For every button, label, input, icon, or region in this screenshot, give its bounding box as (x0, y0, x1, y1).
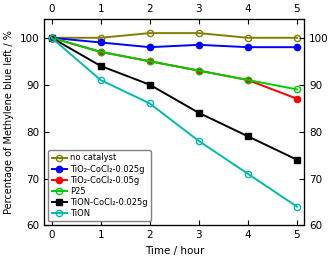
TiON (50, 36, 54, 39)
TiO₂-CoCl₂-0.05g (148, 60, 152, 63)
Legend: no catalyst, TiO₂-CoCl₂-0.025g, TiO₂-CoCl₂-0.05g, P25, TiON-CoCl₂-0.025g, TiON: no catalyst, TiO₂-CoCl₂-0.025g, TiO₂-CoC… (48, 150, 151, 221)
TiO₂-CoCl₂-0.025g (197, 43, 201, 46)
TiO₂-CoCl₂-0.025g (148, 46, 152, 49)
TiO₂-CoCl₂-0.05g (295, 97, 299, 100)
Y-axis label: Percentage of Methylene blue left / %: Percentage of Methylene blue left / % (4, 30, 14, 214)
P25 (246, 79, 250, 82)
Line: P25: P25 (48, 35, 300, 93)
TiON (148, 102, 152, 105)
TiON-CoCl₂-0.025g (148, 83, 152, 86)
TiON (295, 205, 299, 208)
TiON (197, 139, 201, 142)
TiO₂-CoCl₂-0.025g (246, 46, 250, 49)
Line: TiO₂-CoCl₂-0.025g: TiO₂-CoCl₂-0.025g (48, 35, 300, 50)
TiON (246, 172, 250, 176)
no catalyst (246, 36, 250, 39)
TiO₂-CoCl₂-0.025g (50, 36, 54, 39)
no catalyst (99, 36, 103, 39)
no catalyst (295, 36, 299, 39)
Line: TiO₂-CoCl₂-0.05g: TiO₂-CoCl₂-0.05g (48, 35, 300, 102)
TiON-CoCl₂-0.025g (246, 135, 250, 138)
P25 (99, 50, 103, 53)
Line: TiON: TiON (48, 35, 300, 210)
X-axis label: Time / hour: Time / hour (145, 246, 204, 256)
P25 (197, 69, 201, 72)
TiON-CoCl₂-0.025g (50, 36, 54, 39)
Line: no catalyst: no catalyst (48, 30, 300, 41)
Line: TiON-CoCl₂-0.025g: TiON-CoCl₂-0.025g (48, 35, 300, 163)
TiON-CoCl₂-0.025g (295, 158, 299, 161)
TiO₂-CoCl₂-0.05g (246, 79, 250, 82)
TiO₂-CoCl₂-0.025g (99, 41, 103, 44)
P25 (295, 88, 299, 91)
TiO₂-CoCl₂-0.025g (295, 46, 299, 49)
TiO₂-CoCl₂-0.05g (197, 69, 201, 72)
TiON-CoCl₂-0.025g (197, 111, 201, 114)
TiON (99, 79, 103, 82)
P25 (50, 36, 54, 39)
TiO₂-CoCl₂-0.05g (99, 50, 103, 53)
TiON-CoCl₂-0.025g (99, 64, 103, 68)
no catalyst (50, 36, 54, 39)
no catalyst (197, 31, 201, 35)
P25 (148, 60, 152, 63)
TiO₂-CoCl₂-0.05g (50, 36, 54, 39)
no catalyst (148, 31, 152, 35)
